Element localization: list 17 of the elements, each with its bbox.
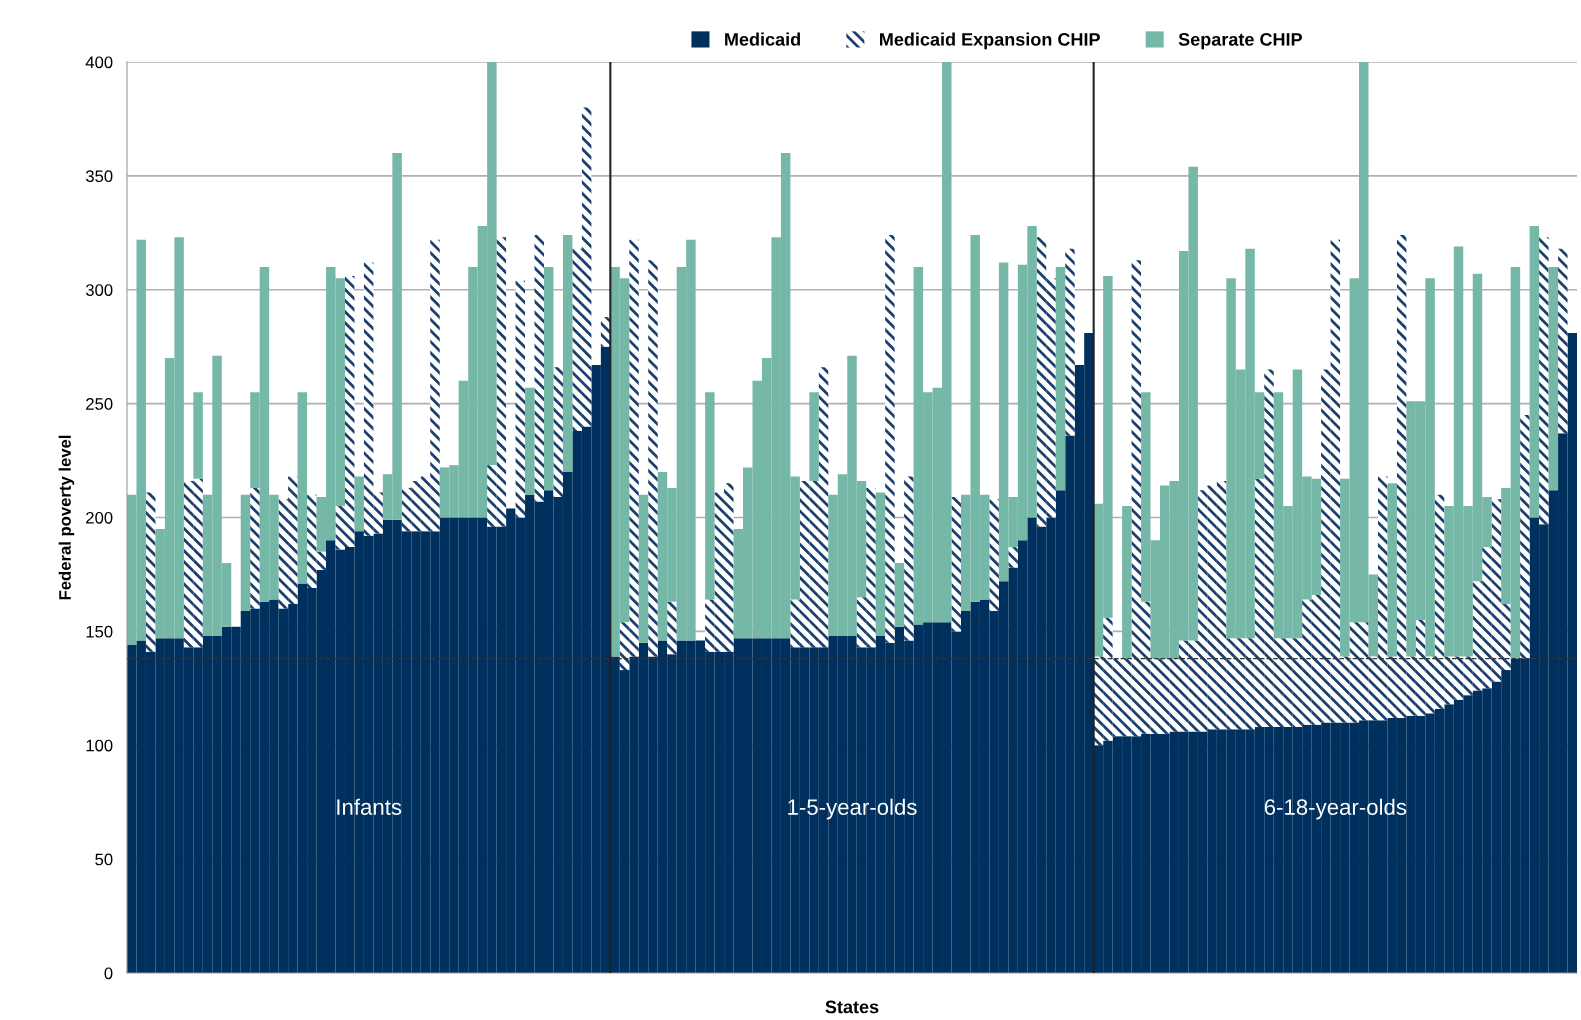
- y-tick-label: 200: [86, 511, 113, 524]
- y-tick-label: 400: [85, 56, 113, 69]
- y-tick-label: 250: [86, 398, 113, 410]
- x-axis-title: States: [825, 1000, 879, 1014]
- annotation: Infants: [337, 798, 402, 815]
- y-tick-label: 150: [86, 625, 113, 638]
- y-tick-label: 50: [95, 853, 113, 866]
- y-axis-title: Federal poverty level: [58, 435, 75, 600]
- legend-label: Medicaid Expansion CHIP: [880, 32, 1100, 50]
- y-tick-label: 300: [85, 284, 113, 296]
- y-tick-label: 0: [104, 967, 113, 980]
- y-tick-label: 350: [85, 170, 113, 183]
- annotation: 6-18-year-olds: [1264, 798, 1407, 820]
- legend-label: Separate CHIP: [1178, 33, 1302, 50]
- legend-label: Medicaid: [725, 32, 800, 46]
- annotation: 1-5-year-olds: [788, 798, 917, 820]
- y-tick-label: 100: [86, 739, 113, 752]
